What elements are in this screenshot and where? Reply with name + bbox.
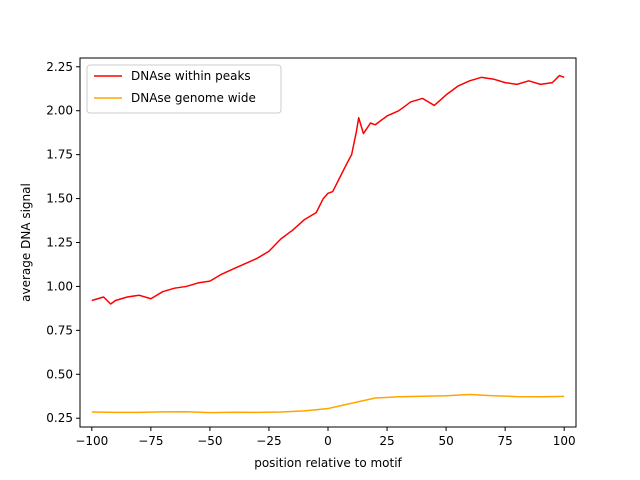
x-tick-label: 0 — [324, 434, 332, 448]
y-tick-label: 2.25 — [46, 60, 73, 74]
y-tick-label: 0.75 — [46, 323, 73, 337]
y-tick-label: 1.25 — [46, 236, 73, 250]
x-tick-label: −50 — [197, 434, 222, 448]
x-tick-label: −100 — [75, 434, 108, 448]
x-tick-label: 100 — [553, 434, 576, 448]
y-tick-label: 1.00 — [46, 279, 73, 293]
legend: DNAse within peaks DNAse genome wide — [86, 64, 282, 114]
x-tick-label: 25 — [379, 434, 394, 448]
x-tick-label: −25 — [256, 434, 281, 448]
x-axis-label: position relative to motif — [254, 456, 402, 470]
y-tick-label: 1.75 — [46, 148, 73, 162]
legend-label-peaks: DNAse within peaks — [131, 69, 251, 83]
y-axis-label: average DNA signal — [19, 183, 33, 302]
legend-label-genome: DNAse genome wide — [131, 91, 256, 105]
x-tick-label: −75 — [138, 434, 163, 448]
x-tick-label: 50 — [438, 434, 453, 448]
series-line-1 — [91, 393, 565, 414]
y-tick-label: 0.50 — [46, 367, 73, 381]
series-layer — [91, 74, 565, 414]
y-tick-label: 1.50 — [46, 192, 73, 206]
y-tick-label: 0.25 — [46, 411, 73, 425]
y-axis: 0.25 0.50 0.75 1.00 1.25 1.50 1.75 2.00 2.25 — [46, 60, 80, 425]
x-axis: −100 −75 −50 −25 0 25 50 75 100 — [75, 427, 576, 448]
y-tick-label: 2.00 — [46, 104, 73, 118]
plot-frame — [79, 57, 577, 428]
legend-box — [86, 64, 282, 114]
x-tick-label: 75 — [498, 434, 513, 448]
series-line-0 — [91, 74, 565, 305]
plot-background — [80, 58, 576, 427]
